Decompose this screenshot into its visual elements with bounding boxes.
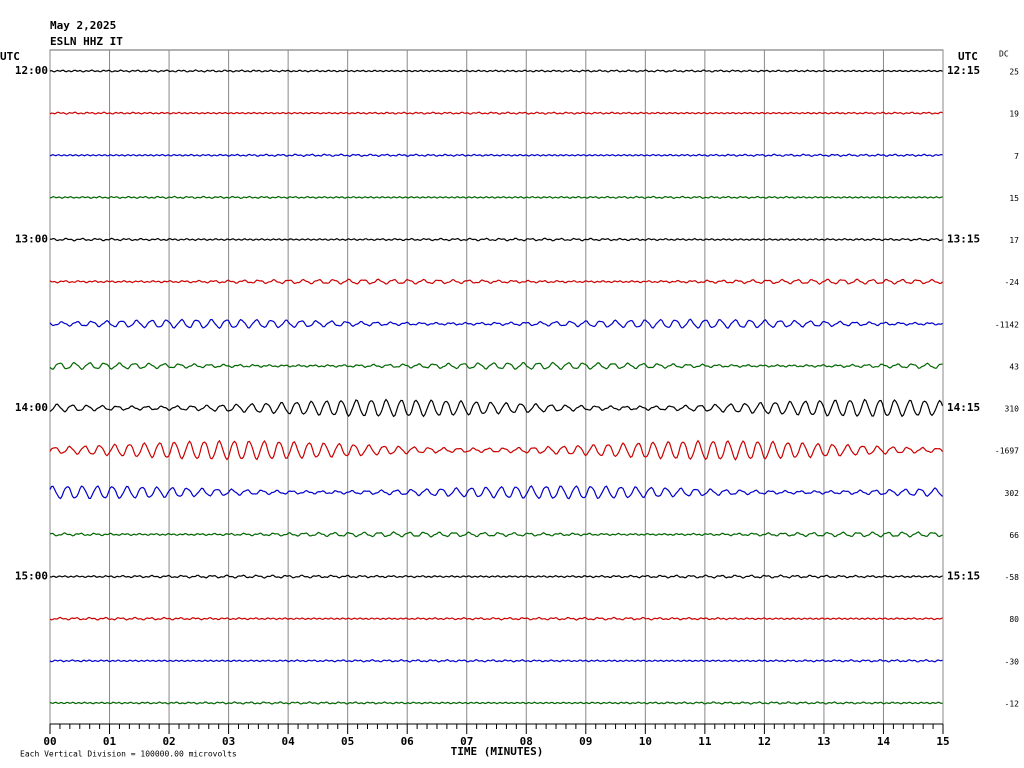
dc-value: -1697 bbox=[995, 447, 1019, 456]
footer-note: Each Vertical Division = 100000.00 micro… bbox=[20, 750, 237, 759]
trace bbox=[49, 195, 943, 200]
dc-value: 43 bbox=[1009, 362, 1019, 371]
trace bbox=[49, 361, 943, 371]
dc-value: 7 bbox=[1014, 152, 1019, 161]
x-tick-label: 01 bbox=[103, 735, 117, 748]
trace bbox=[49, 69, 943, 73]
right-unit: UTC bbox=[958, 50, 978, 63]
dc-value: 302 bbox=[1005, 489, 1020, 498]
right-time-label: 13:15 bbox=[947, 233, 980, 246]
dc-value: -30 bbox=[1005, 657, 1020, 666]
dc-value: -12 bbox=[1005, 699, 1020, 708]
left-time-label: 15:00 bbox=[15, 570, 48, 583]
x-tick-label: 07 bbox=[460, 735, 473, 748]
dc-value: -24 bbox=[1005, 278, 1020, 287]
date: May 2,2025 bbox=[50, 19, 116, 32]
left-time-label: 14:00 bbox=[15, 401, 48, 414]
x-tick-label: 13 bbox=[817, 735, 830, 748]
station: ESLN HHZ IT bbox=[50, 35, 123, 48]
plot-frame bbox=[49, 49, 944, 725]
dc-value: -1142 bbox=[995, 320, 1019, 329]
trace bbox=[49, 701, 943, 705]
dc-value: 15 bbox=[1009, 194, 1019, 203]
x-tick-label: 04 bbox=[282, 735, 296, 748]
left-time-label: 13:00 bbox=[15, 233, 48, 246]
x-tick-label: 10 bbox=[639, 735, 652, 748]
trace bbox=[49, 485, 943, 500]
dc-value: 19 bbox=[1009, 110, 1019, 119]
trace bbox=[49, 278, 943, 285]
left-time-label: 12:00 bbox=[15, 64, 48, 77]
dc-value: 66 bbox=[1009, 531, 1019, 540]
x-tick-label: 06 bbox=[401, 735, 415, 748]
x-tick-label: 02 bbox=[162, 735, 175, 748]
right-time-label: 12:15 bbox=[947, 64, 980, 77]
dc-value: 17 bbox=[1009, 236, 1019, 245]
x-tick-label: 12 bbox=[758, 735, 771, 748]
trace bbox=[49, 659, 943, 663]
dc-value: 80 bbox=[1009, 615, 1019, 624]
trace bbox=[49, 153, 943, 158]
trace bbox=[49, 111, 943, 115]
dc-value: -58 bbox=[1005, 573, 1020, 582]
trace bbox=[49, 318, 943, 329]
dc-value: 25 bbox=[1009, 68, 1019, 77]
x-tick-label: 08 bbox=[520, 735, 533, 748]
trace bbox=[49, 237, 943, 242]
left-unit: UTC bbox=[0, 50, 20, 63]
x-tick-label: 03 bbox=[222, 735, 235, 748]
right-time-label: 15:15 bbox=[947, 570, 980, 583]
trace bbox=[49, 574, 943, 579]
x-tick-label: 15 bbox=[936, 735, 949, 748]
dc-title: DC bbox=[999, 50, 1009, 59]
dc-value: 310 bbox=[1005, 405, 1020, 414]
x-tick-label: 14 bbox=[877, 735, 891, 748]
trace bbox=[49, 439, 943, 461]
trace bbox=[49, 531, 943, 538]
trace bbox=[49, 398, 944, 418]
x-tick-label: 05 bbox=[341, 735, 354, 748]
x-axis-title: TIME (MINUTES) bbox=[451, 745, 544, 758]
x-tick-label: 00 bbox=[43, 735, 56, 748]
x-tick-label: 11 bbox=[698, 735, 712, 748]
right-time-label: 14:15 bbox=[947, 401, 980, 414]
trace bbox=[49, 616, 943, 621]
x-tick-label: 09 bbox=[579, 735, 592, 748]
